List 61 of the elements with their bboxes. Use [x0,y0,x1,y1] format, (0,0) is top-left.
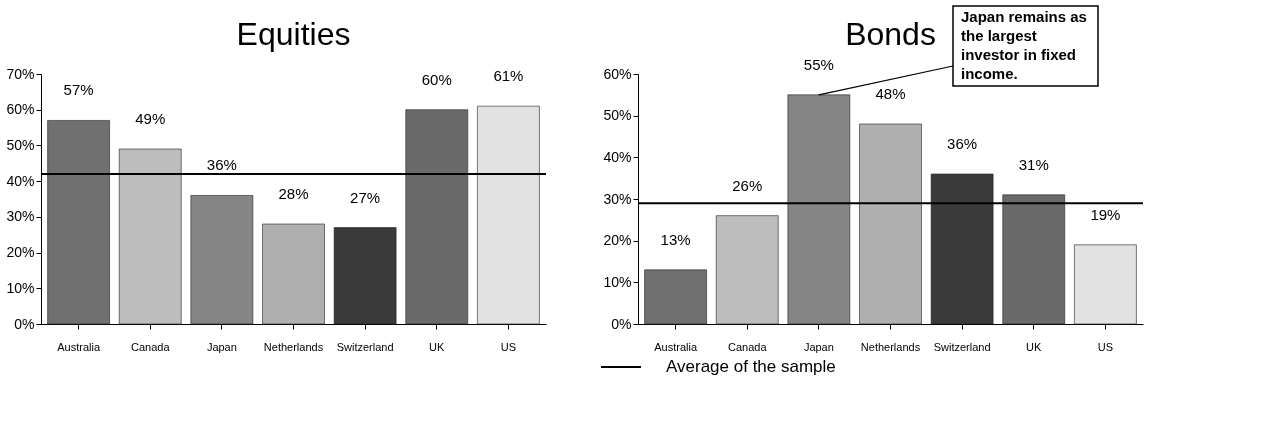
bar [333,227,397,325]
x-tick-label: UK [429,340,446,353]
bar [190,195,254,325]
data-label: 31% [1018,155,1049,173]
y-tick-label: 10% [6,279,35,296]
x-tick-label: Netherlands [263,340,324,353]
x-tick-label: Switzerland [933,340,991,353]
bar [477,105,540,325]
bar [644,269,707,325]
x-tick-label: US [500,340,517,353]
bar [715,215,779,325]
y-tick-label: 0% [611,315,632,332]
data-label: 55% [803,55,834,73]
x-tick-label: US [1097,340,1114,353]
data-label: 27% [350,188,381,206]
chart-title: Equities [236,16,351,52]
data-label: 28% [278,185,309,202]
bar [930,173,994,325]
x-tick-label: Canada [130,340,171,353]
bar [47,120,110,325]
data-label: 57% [63,81,94,99]
x-tick-label: Australia [57,340,101,353]
y-tick-label: 10% [603,273,632,290]
y-tick-label: 20% [6,244,35,261]
x-tick-label: Japan [206,340,237,353]
x-tick-label: Switzerland [336,340,394,353]
data-label: 36% [947,135,978,152]
bar [859,123,922,325]
y-tick-label: 70% [6,65,35,82]
y-tick-label: 30% [603,190,632,207]
bar [118,148,182,325]
data-label: 61% [493,67,524,85]
bar [1074,244,1137,325]
data-label: 49% [135,110,166,127]
y-tick-label: 20% [603,232,632,249]
x-tick-label: Japan [803,340,834,353]
data-label: 13% [660,230,691,248]
y-tick-label: 50% [603,107,632,124]
bar [1002,194,1066,325]
y-tick-label: 40% [6,172,35,189]
y-tick-label: 50% [6,136,35,153]
annotation: Japan remains as the largest investor in fixed income. [961,8,1087,82]
data-label: 36% [206,156,237,174]
x-tick-label: UK [1026,340,1043,353]
bar [262,223,325,325]
data-label: 48% [875,85,906,102]
y-tick-label: 60% [6,101,35,118]
bar [405,109,469,325]
chart-title: Bonds [845,16,936,52]
y-tick-label: 0% [14,315,35,332]
y-tick-label: 30% [6,208,35,225]
x-tick-label: Australia [654,340,698,353]
data-label: 26% [732,176,763,194]
legend-label: Average of the sample [666,357,836,376]
y-tick-label: 60% [603,65,632,82]
bar [787,94,851,325]
x-tick-label: Netherlands [860,340,921,353]
x-tick-label: Canada [727,340,768,353]
y-tick-label: 40% [603,148,632,165]
data-label: 60% [421,70,452,88]
data-label: 19% [1090,205,1121,223]
